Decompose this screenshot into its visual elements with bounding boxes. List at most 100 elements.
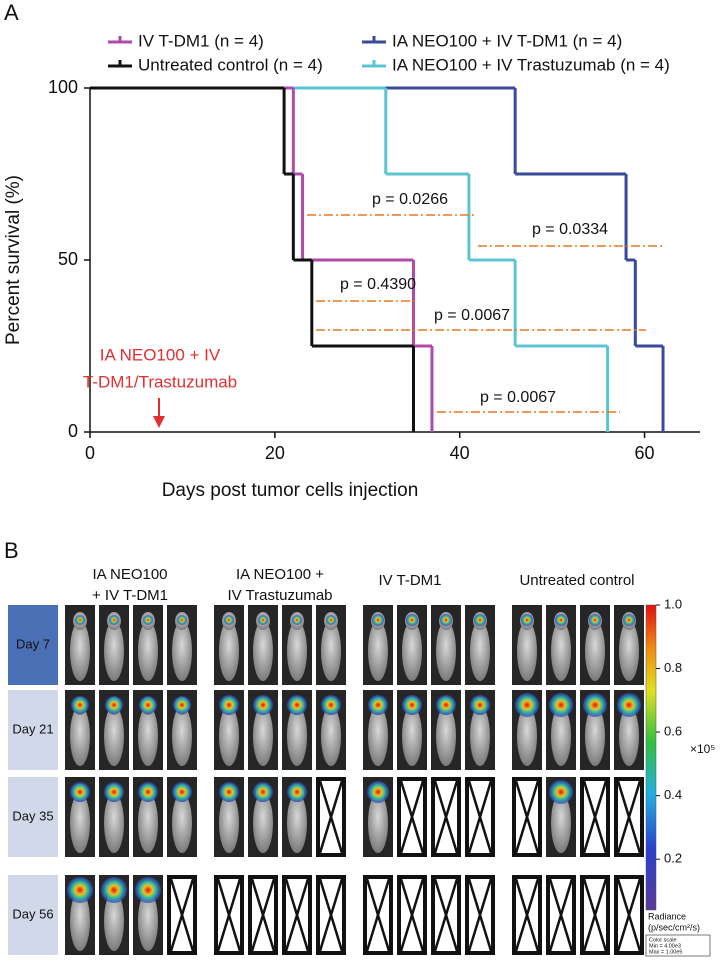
- arrow-head: [153, 416, 165, 428]
- deceased-cross: [365, 878, 391, 952]
- x-tick-label: 60: [635, 443, 655, 463]
- panel-label: B: [4, 538, 19, 563]
- mouse-body: [619, 706, 639, 766]
- mouse-body: [104, 891, 124, 951]
- legend-label: IV T-DM1 (n = 4): [138, 31, 264, 50]
- mouse-body: [70, 793, 90, 853]
- mouse-body: [368, 793, 388, 853]
- mouse-body: [517, 706, 537, 766]
- colorbar-tick-label: 0.6: [664, 724, 682, 739]
- colorbar-tick-label: 0.8: [664, 660, 682, 675]
- x-tick-label: 20: [265, 443, 285, 463]
- row-label-box: [8, 605, 58, 685]
- colorbar-multiplier: ×10⁵: [690, 742, 715, 756]
- scale-box-text: Color scale: [649, 937, 677, 943]
- deceased-cross: [548, 878, 574, 952]
- bioluminescence: [172, 782, 192, 802]
- mouse-body: [470, 706, 490, 766]
- mouse-body: [321, 621, 341, 681]
- bioluminescence: [287, 782, 307, 802]
- mouse-body: [138, 706, 158, 766]
- mouse-body: [619, 621, 639, 681]
- mouse-body: [104, 793, 124, 853]
- mouse-body: [70, 706, 90, 766]
- bioluminescence: [402, 695, 422, 715]
- bioluminescence: [368, 695, 388, 715]
- mouse-body: [70, 891, 90, 951]
- deceased-cross: [216, 878, 242, 952]
- row-label-box: [8, 690, 58, 770]
- bioluminescence: [617, 693, 641, 717]
- deceased-cross: [467, 878, 493, 952]
- y-tick-label: 50: [58, 249, 78, 269]
- deceased-cross: [250, 878, 276, 952]
- bioluminescence: [258, 615, 268, 625]
- group-header: IV Trastuzumab: [227, 587, 332, 604]
- bioluminescence: [224, 615, 234, 625]
- bioluminescence: [67, 877, 93, 903]
- bioluminescence: [253, 695, 273, 715]
- mouse-body: [470, 621, 490, 681]
- mouse-body: [436, 706, 456, 766]
- bioluminescence: [105, 696, 123, 714]
- colorbar-label: (p/sec/cm²/s): [648, 922, 700, 932]
- mouse-body: [70, 621, 90, 681]
- bioluminescence: [219, 782, 239, 802]
- bioluminescence: [436, 695, 456, 715]
- scale-box: [645, 934, 711, 957]
- mouse-body: [104, 706, 124, 766]
- deceased-cross: [582, 878, 608, 952]
- group-header: IV T-DM1: [378, 572, 441, 589]
- p-value: p = 0.0334: [532, 221, 608, 238]
- legend-label: Untreated control (n = 4): [138, 55, 323, 74]
- bioluminescence: [372, 614, 384, 626]
- legend-label: IA NEO100 + IV T-DM1 (n = 4): [392, 31, 622, 50]
- y-tick-label: 0: [68, 421, 78, 441]
- deceased-cross: [318, 780, 344, 854]
- bioluminescence: [75, 615, 85, 625]
- colorbar-tick-label: 0.4: [664, 787, 682, 802]
- deceased-cross: [467, 780, 493, 854]
- mouse-body: [436, 621, 456, 681]
- mouse-body: [253, 793, 273, 853]
- treatment-note: T-DM1/Trastuzumab: [83, 372, 237, 391]
- legend-label: IA NEO100 + IV Trastuzumab (n = 4): [392, 55, 670, 74]
- mouse-body: [287, 706, 307, 766]
- colorbar-tick-label: 0.2: [664, 851, 682, 866]
- bioluminescence: [292, 615, 302, 625]
- mouse-body: [585, 621, 605, 681]
- colorbar: [645, 604, 657, 911]
- p-value: p = 0.4390: [340, 276, 416, 293]
- mouse-body: [253, 706, 273, 766]
- deceased-cross: [399, 780, 425, 854]
- y-tick-label: 100: [48, 77, 78, 97]
- group-header: Untreated control: [519, 572, 634, 589]
- deceased-cross: [399, 878, 425, 952]
- deceased-cross: [616, 878, 642, 952]
- deceased-cross: [433, 780, 459, 854]
- bioluminescence: [139, 696, 157, 714]
- bioluminescence: [143, 615, 153, 625]
- mouse-body: [287, 621, 307, 681]
- mouse-body: [551, 793, 571, 853]
- bioluminescence: [521, 614, 533, 626]
- row-label: Day 56: [12, 906, 53, 921]
- bioluminescence: [474, 614, 486, 626]
- bioluminescence: [138, 782, 158, 802]
- bioluminescence: [135, 877, 161, 903]
- p-value: p = 0.0067: [480, 389, 556, 406]
- bioluminescence: [321, 695, 341, 715]
- mouse-body: [172, 706, 192, 766]
- colorbar-label: Radiance: [648, 911, 686, 921]
- bioluminescence: [623, 614, 635, 626]
- bioluminescence: [583, 693, 607, 717]
- row-label: Day 21: [12, 721, 53, 736]
- p-value: p = 0.0266: [372, 191, 448, 208]
- bioluminescence: [109, 615, 119, 625]
- group-header: IA NEO100: [92, 566, 167, 583]
- mouse-body: [368, 706, 388, 766]
- x-tick-label: 40: [450, 443, 470, 463]
- bioluminescence: [70, 782, 90, 802]
- treatment-note: IA NEO100 + IV: [100, 345, 221, 364]
- mouse-body: [219, 621, 239, 681]
